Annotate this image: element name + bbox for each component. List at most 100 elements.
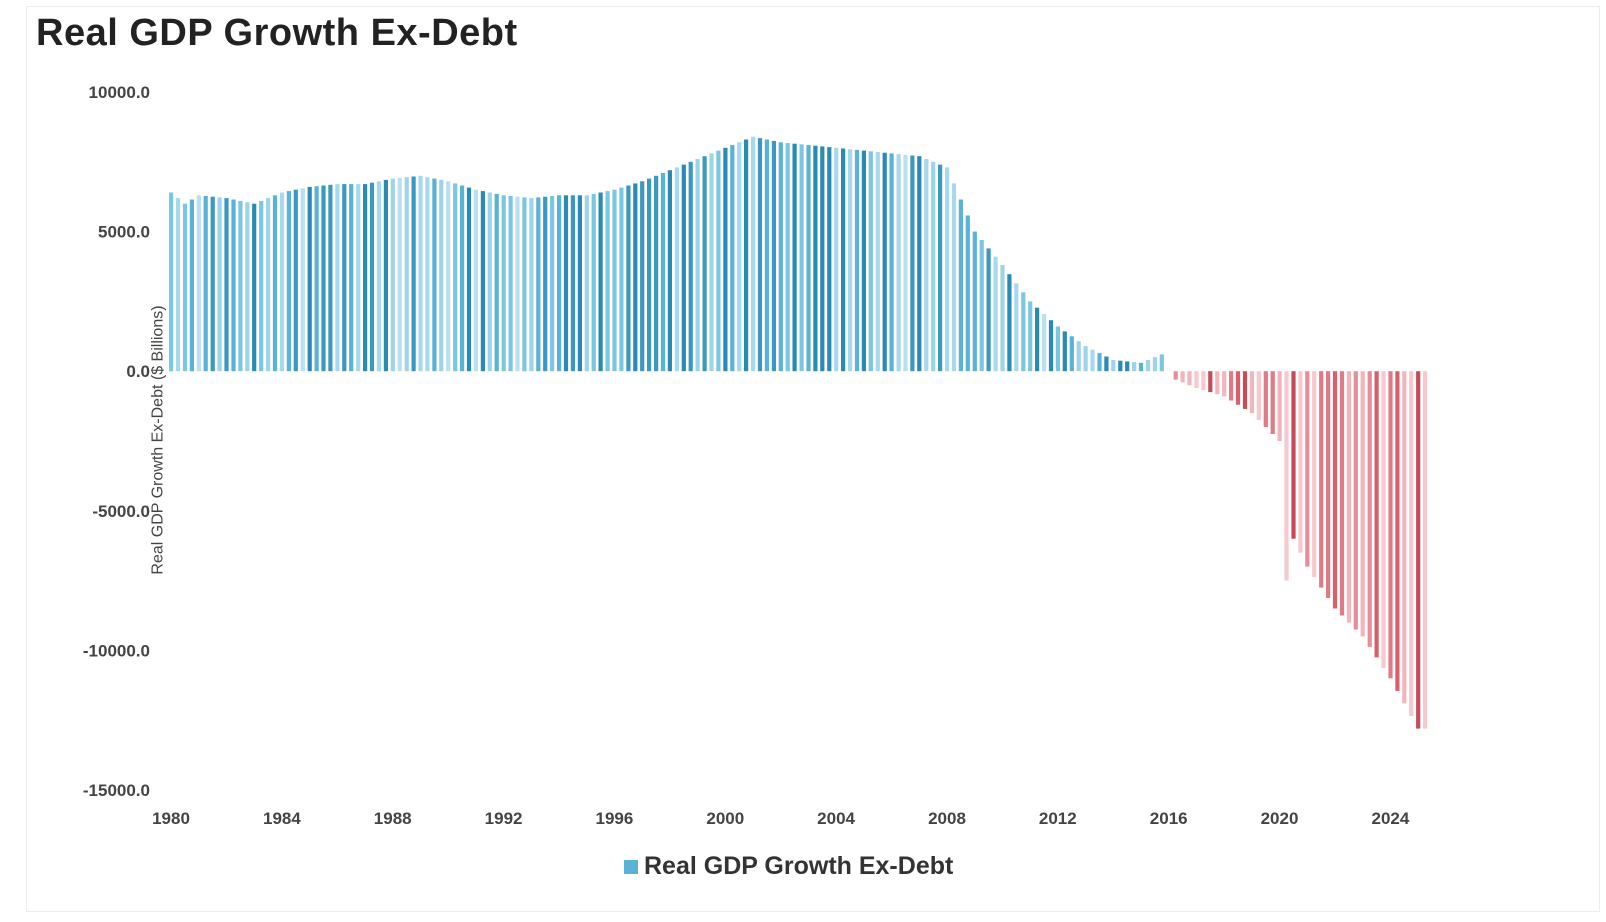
bar [1076, 341, 1081, 372]
bar [1111, 360, 1116, 372]
bar [189, 199, 194, 372]
bar [175, 198, 181, 372]
bar [626, 185, 631, 372]
bar [425, 177, 430, 372]
bar [1332, 371, 1338, 609]
bar [1388, 371, 1393, 679]
bar [764, 139, 769, 372]
bar [896, 154, 901, 372]
bar [910, 155, 915, 372]
bar [453, 183, 458, 372]
bar [1208, 371, 1213, 393]
bar [1256, 371, 1261, 421]
bar [993, 256, 998, 372]
bar [730, 145, 735, 372]
x-tick-label: 1984 [263, 809, 301, 828]
bar [196, 195, 201, 372]
bar [674, 167, 679, 372]
bar [563, 195, 569, 372]
bar [259, 200, 264, 372]
bar [889, 153, 894, 372]
bar [1062, 331, 1067, 372]
bar [293, 189, 298, 372]
bar [958, 199, 963, 372]
bar [848, 149, 853, 372]
bar [501, 195, 506, 372]
bar [404, 177, 409, 372]
legend: Real GDP Growth Ex-Debt [624, 852, 953, 881]
bar [349, 184, 354, 372]
y-tick-label: 5000.0 [98, 223, 150, 242]
bar [591, 193, 596, 372]
bar [584, 195, 589, 372]
bar [820, 146, 825, 372]
bar [1284, 371, 1289, 581]
bar [252, 203, 257, 372]
bar [376, 181, 381, 372]
bar [1159, 354, 1164, 372]
bar [314, 186, 319, 372]
bar [515, 196, 520, 372]
bar [903, 154, 908, 372]
bar [813, 145, 818, 372]
bar [480, 191, 485, 372]
x-tick-label: 1996 [595, 809, 633, 828]
bar [751, 136, 756, 372]
x-tick-label: 1988 [374, 809, 412, 828]
bar [1360, 371, 1365, 637]
bar [1346, 371, 1351, 623]
bar [570, 195, 575, 372]
bar [390, 178, 395, 372]
x-tick-label: 2004 [817, 809, 855, 828]
bar [473, 189, 478, 372]
bar [335, 184, 340, 372]
bar [827, 147, 832, 372]
y-tick-label: -15000.0 [83, 781, 150, 800]
bar [411, 176, 416, 372]
bar [383, 179, 388, 372]
bar [446, 181, 451, 372]
bar [834, 147, 839, 372]
bar [543, 196, 548, 372]
bar [550, 196, 555, 372]
bar [605, 191, 610, 372]
bar [557, 195, 562, 372]
bar [931, 161, 936, 372]
x-tick-label: 1992 [485, 809, 523, 828]
bar [1277, 371, 1282, 441]
y-tick-label: 10000.0 [89, 83, 150, 102]
bar [647, 178, 652, 372]
bar [1138, 362, 1144, 372]
bar [771, 140, 776, 372]
bar [723, 147, 728, 372]
bar [868, 151, 873, 372]
bar [654, 175, 659, 372]
x-tick-label: 2008 [928, 809, 966, 828]
bar [1409, 371, 1414, 716]
bar [508, 196, 513, 372]
bar [1104, 356, 1109, 372]
bar [1007, 274, 1012, 372]
bar [1069, 336, 1074, 372]
chart-title: Real GDP Growth Ex-Debt [36, 12, 518, 54]
bar [356, 184, 361, 372]
bar [695, 159, 700, 372]
bar [466, 187, 472, 372]
bar [979, 240, 984, 372]
bar [785, 143, 790, 372]
bar [224, 198, 229, 372]
bar [1215, 371, 1220, 395]
bar [1326, 371, 1331, 598]
bar [1132, 362, 1137, 372]
bar [667, 170, 672, 372]
y-tick-label: 0.0 [126, 362, 150, 381]
bar [1125, 361, 1130, 372]
bar [1035, 307, 1040, 372]
bar [1000, 265, 1005, 372]
bar [757, 138, 763, 372]
bar [702, 156, 707, 372]
bar [1028, 301, 1033, 372]
bar [1090, 349, 1095, 372]
bar [279, 192, 285, 372]
